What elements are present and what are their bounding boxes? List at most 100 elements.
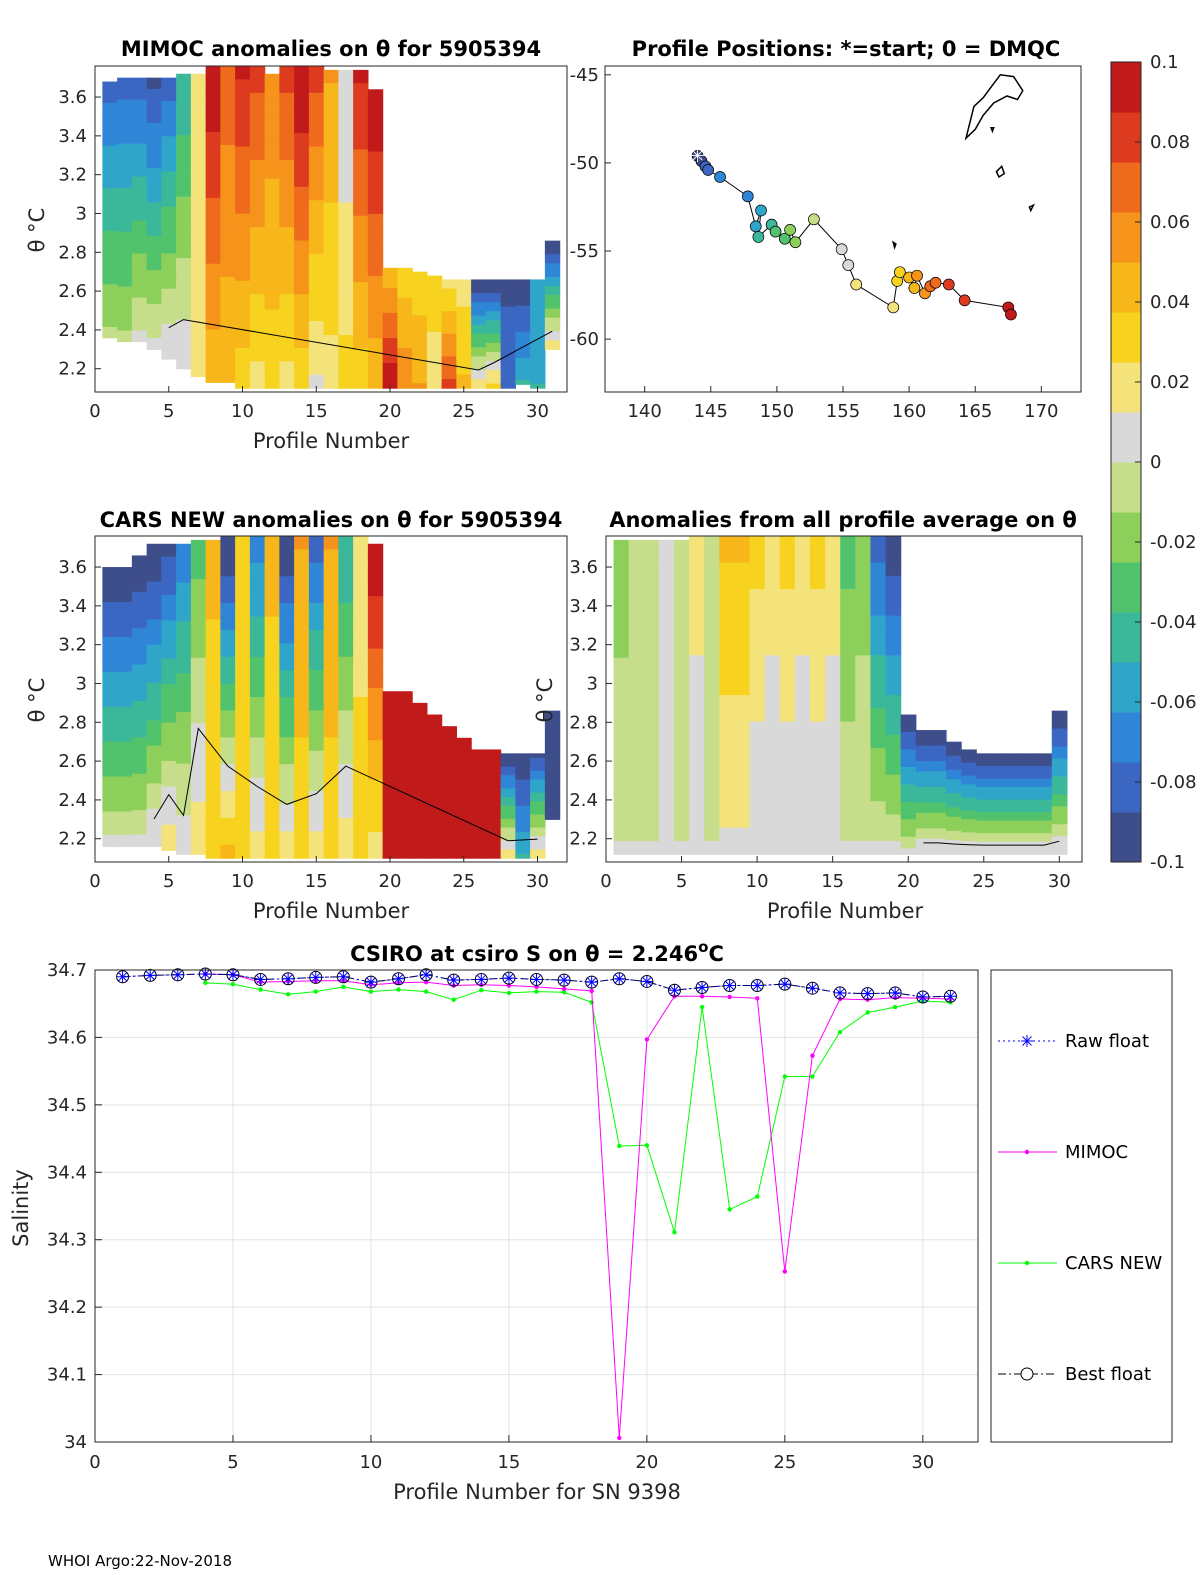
heatmap-cell-p25 bbox=[456, 833, 472, 839]
heatmap-cell-p5 bbox=[161, 556, 177, 570]
heatmap-cell-p10 bbox=[235, 173, 251, 188]
heatmap-cell-p16 bbox=[323, 175, 339, 190]
heatmap-cell-p1 bbox=[102, 177, 118, 189]
heatmap-cell-p25 bbox=[456, 848, 472, 854]
heatmap-cell-p8 bbox=[205, 184, 221, 199]
heatmap-cell-p6 bbox=[689, 562, 705, 577]
legend-label: MIMOC bbox=[1065, 1142, 1128, 1163]
heatmap-cell-p10 bbox=[749, 708, 766, 723]
heatmap-cell-p13 bbox=[279, 66, 295, 81]
heatmap-cell-p24 bbox=[441, 283, 457, 290]
heatmap-cell-p21 bbox=[397, 368, 413, 374]
heatmap-cell-p27 bbox=[1006, 850, 1023, 855]
heatmap-cell-p15 bbox=[825, 642, 841, 656]
heatmap-cell-p16 bbox=[323, 777, 339, 792]
heatmap-cell-p31 bbox=[544, 778, 561, 784]
heatmap-cell-p22 bbox=[412, 754, 428, 762]
heatmap-cell-p6 bbox=[176, 147, 192, 161]
heatmap-cell-p25 bbox=[976, 837, 992, 843]
heatmap-cell-p5 bbox=[161, 760, 177, 775]
heatmap-cell-p12 bbox=[264, 817, 280, 832]
heatmap-cell-p4 bbox=[146, 556, 162, 570]
heatmap-cell-p31 bbox=[544, 245, 561, 251]
heatmap-cell-p7 bbox=[190, 749, 207, 764]
heatmap-cell-p12 bbox=[264, 643, 280, 658]
heatmap-cell-p11 bbox=[764, 827, 781, 842]
heatmap-cell-p23 bbox=[426, 303, 443, 309]
heatmap-cell-p29 bbox=[515, 283, 531, 289]
heatmap-cell-p17 bbox=[338, 83, 354, 98]
heatmap-cell-p22 bbox=[412, 735, 428, 743]
heatmap-cell-p1 bbox=[102, 601, 118, 615]
heatmap-cell-p20 bbox=[900, 807, 917, 815]
heatmap-cell-p3 bbox=[643, 749, 660, 764]
heatmap-cell-p31 bbox=[544, 764, 561, 771]
heatmap-cell-p26 bbox=[991, 850, 1008, 855]
heatmap-cell-p28 bbox=[1021, 753, 1038, 759]
heatmap-cell-p24 bbox=[961, 845, 977, 851]
heatmap-cell-p12 bbox=[779, 562, 796, 577]
heatmap-cell-p21 bbox=[915, 766, 932, 773]
heatmap-cell-p14 bbox=[294, 146, 310, 161]
heatmap-cell-p21 bbox=[915, 797, 932, 804]
heatmap-cell-p27 bbox=[485, 383, 502, 389]
heatmap-cell-p31 bbox=[544, 326, 561, 332]
heatmap-cell-p11 bbox=[249, 146, 266, 161]
legend-label: CARS NEW bbox=[1065, 1253, 1162, 1274]
colorbar-segment bbox=[1111, 512, 1141, 563]
heatmap-cell-p2 bbox=[117, 308, 133, 321]
heatmap-cell-p25 bbox=[976, 753, 992, 759]
heatmap-cell-p9 bbox=[220, 303, 236, 318]
heatmap-cell-p1 bbox=[613, 683, 630, 698]
heatmap-cell-p24 bbox=[961, 797, 977, 803]
heatmap-cell-p4 bbox=[146, 213, 162, 226]
heatmap-cell-p19 bbox=[367, 805, 384, 820]
heatmap-cell-p10 bbox=[235, 549, 251, 564]
heatmap-cell-p31 bbox=[544, 787, 561, 793]
heatmap-cell-p25 bbox=[976, 841, 992, 847]
heatmap-cell-p28 bbox=[500, 783, 516, 789]
heatmap-cell-p6 bbox=[176, 828, 192, 842]
heatmap-cell-p5 bbox=[674, 736, 690, 751]
heatmap-cell-p12 bbox=[264, 831, 280, 846]
heatmap-cell-p15 bbox=[308, 186, 325, 201]
heatmap-cell-p9 bbox=[734, 734, 751, 749]
heatmap-cell-p5 bbox=[161, 837, 177, 851]
heatmap-cell-p16 bbox=[323, 361, 339, 376]
heatmap-cell-p15 bbox=[825, 655, 841, 670]
heatmap-cell-p21 bbox=[397, 830, 413, 838]
heatmap-cell-p16 bbox=[840, 761, 856, 776]
heatmap-cell-p13 bbox=[279, 791, 295, 806]
heatmap-cell-p9 bbox=[220, 629, 236, 644]
heatmap-cell-p12 bbox=[264, 764, 280, 779]
heatmap-cell-p2 bbox=[628, 814, 645, 829]
x-tick-label: 25 bbox=[972, 871, 995, 892]
heatmap-cell-p4 bbox=[146, 88, 162, 101]
heatmap-cell-p27 bbox=[485, 374, 502, 380]
heatmap-cell-p28 bbox=[500, 279, 516, 285]
heatmap-cell-p11 bbox=[249, 200, 266, 215]
heatmap-cell-p8 bbox=[719, 575, 736, 590]
heatmap-cell-p15 bbox=[825, 681, 841, 696]
heatmap-cell-p11 bbox=[249, 723, 266, 738]
heatmap-cell-p31 bbox=[544, 760, 561, 766]
heatmap-cell-p28 bbox=[500, 827, 516, 833]
heatmap-cell-p19 bbox=[885, 827, 902, 842]
heatmap-cell-p28 bbox=[500, 365, 516, 371]
heatmap-cell-p23 bbox=[426, 378, 443, 385]
heatmap-cell-p29 bbox=[515, 362, 531, 368]
heatmap-cell-p14 bbox=[294, 186, 310, 201]
heatmap-cell-p17 bbox=[338, 791, 354, 806]
heatmap-cell-p1 bbox=[102, 683, 118, 696]
heatmap-cell-p14 bbox=[294, 361, 310, 376]
x-tick-label: 15 bbox=[497, 1452, 520, 1473]
heatmap-cell-p9 bbox=[220, 697, 236, 712]
heatmap-cell-p5 bbox=[161, 709, 177, 724]
heatmap-cell-p4 bbox=[146, 236, 162, 249]
heatmap-cell-p6 bbox=[176, 789, 192, 804]
heatmap-cell-p21 bbox=[397, 753, 413, 762]
heatmap-cell-p21 bbox=[397, 327, 413, 334]
heatmap-cell-p9 bbox=[220, 670, 236, 685]
heatmap-cell-p23 bbox=[426, 289, 443, 295]
heatmap-cell-p29 bbox=[1036, 850, 1053, 855]
